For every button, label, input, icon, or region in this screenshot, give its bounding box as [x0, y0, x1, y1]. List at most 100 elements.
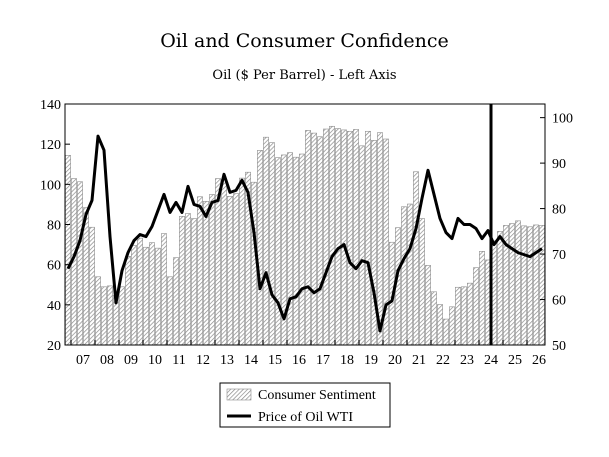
sentiment-bar [323, 128, 329, 346]
y-left-tick-label: 60 [47, 259, 61, 274]
legend-swatch-sentiment [226, 388, 252, 401]
sentiment-bar [149, 242, 155, 346]
sentiment-bar [293, 156, 299, 346]
sentiment-bar [239, 177, 245, 346]
sentiment-bar [299, 153, 305, 346]
sentiment-bar [401, 206, 407, 346]
y-right-tick-label: 100 [552, 112, 573, 127]
sentiment-bar [125, 256, 131, 346]
x-tick-label: 22 [436, 353, 450, 368]
legend-label-oil: Price of Oil WTI [258, 410, 353, 425]
sentiment-bar [515, 220, 521, 346]
x-tick-label: 15 [268, 353, 282, 368]
y-left-tick-label: 80 [47, 219, 61, 234]
y-right-tick-label: 60 [552, 294, 566, 309]
sentiment-bar [329, 125, 335, 346]
sentiment-bar [449, 306, 455, 346]
sentiment-bar [455, 286, 461, 346]
sentiment-bar [467, 282, 473, 346]
x-tick-label: 23 [460, 353, 474, 368]
x-tick-label: 13 [220, 353, 234, 368]
sentiment-bar [425, 265, 431, 346]
sentiment-bar [65, 155, 71, 346]
sentiment-bar [365, 130, 371, 346]
x-tick-label: 16 [292, 353, 306, 368]
x-tick-label: 21 [412, 353, 426, 368]
sentiment-bar [311, 132, 317, 346]
x-tick-label: 08 [100, 353, 114, 368]
sentiment-bar [137, 237, 143, 346]
sentiment-bar [461, 286, 467, 346]
x-tick-label: 11 [172, 353, 185, 368]
sentiment-bar [167, 276, 173, 346]
legend: Consumer Sentiment Price of Oil WTI [219, 382, 391, 428]
sentiment-bar [131, 245, 137, 346]
sentiment-bar [287, 152, 293, 346]
sentiment-bar [437, 304, 443, 346]
chart-subtitle: Oil ($ Per Barrel) - Left Axis [212, 68, 397, 83]
x-tick-label: 12 [196, 353, 210, 368]
legend-box [219, 382, 391, 428]
sentiment-bar [479, 251, 485, 346]
sentiment-bar [209, 194, 215, 346]
sentiment-bar [407, 203, 413, 346]
sentiment-bar [371, 140, 377, 346]
sentiment-bar [497, 231, 503, 346]
y-left-tick-label: 120 [40, 138, 61, 153]
y-right-tick-label: 80 [552, 203, 566, 218]
chart-title: Oil and Consumer Confidence [160, 30, 449, 52]
sentiment-bar [347, 130, 353, 346]
y-left-tick-label: 100 [40, 178, 61, 193]
sentiment-bar [533, 224, 539, 346]
x-tick-label: 07 [76, 353, 90, 368]
sentiment-bar [185, 213, 191, 346]
sentiment-bar [101, 286, 107, 346]
sentiment-bar [275, 157, 281, 346]
sentiment-bar [509, 223, 515, 346]
x-tick-label: 24 [484, 353, 498, 368]
x-tick-label: 09 [124, 353, 138, 368]
sentiment-bar [191, 218, 197, 346]
sentiment-bar [443, 318, 449, 346]
x-tick-label: 26 [532, 353, 546, 368]
sentiment-bar [95, 276, 101, 346]
sentiment-bar [473, 267, 479, 346]
sentiment-bar [173, 257, 179, 346]
sentiment-bar [155, 247, 161, 346]
sentiment-bar [527, 226, 533, 346]
y-right-tick-label: 70 [552, 248, 566, 263]
sentiment-bar [317, 136, 323, 346]
sentiment-bar [269, 142, 275, 346]
sentiment-bar [341, 129, 347, 346]
sentiment-bar [221, 179, 227, 346]
y-left-tick-label: 140 [40, 98, 61, 113]
sentiment-bar [197, 196, 203, 346]
x-tick-label: 19 [364, 353, 378, 368]
y-right-tick-label: 50 [552, 339, 566, 354]
sentiment-bar [257, 150, 263, 346]
sentiment-bar [143, 246, 149, 346]
sentiment-bar [89, 226, 95, 346]
sentiment-bar [263, 136, 269, 346]
sentiment-bar [77, 181, 83, 346]
x-tick-label: 10 [148, 353, 162, 368]
sentiment-bar [539, 225, 545, 346]
x-tick-label: 20 [388, 353, 402, 368]
plot-frame [64, 103, 546, 346]
sentiment-bar [227, 196, 233, 346]
sentiment-bar [179, 216, 185, 346]
sentiment-bar [161, 233, 167, 346]
sentiment-bar [419, 218, 425, 346]
y-left-tick-label: 20 [47, 339, 61, 354]
sentiment-bar [119, 286, 125, 346]
x-tick-label: 14 [244, 353, 258, 368]
y-left-tick-label: 40 [47, 299, 61, 314]
sentiment-bars [65, 125, 545, 346]
sentiment-bar [431, 291, 437, 346]
sentiment-bar [521, 225, 527, 346]
sentiment-bar [335, 128, 341, 346]
sentiment-bar [305, 130, 311, 346]
sentiment-bar [359, 145, 365, 346]
